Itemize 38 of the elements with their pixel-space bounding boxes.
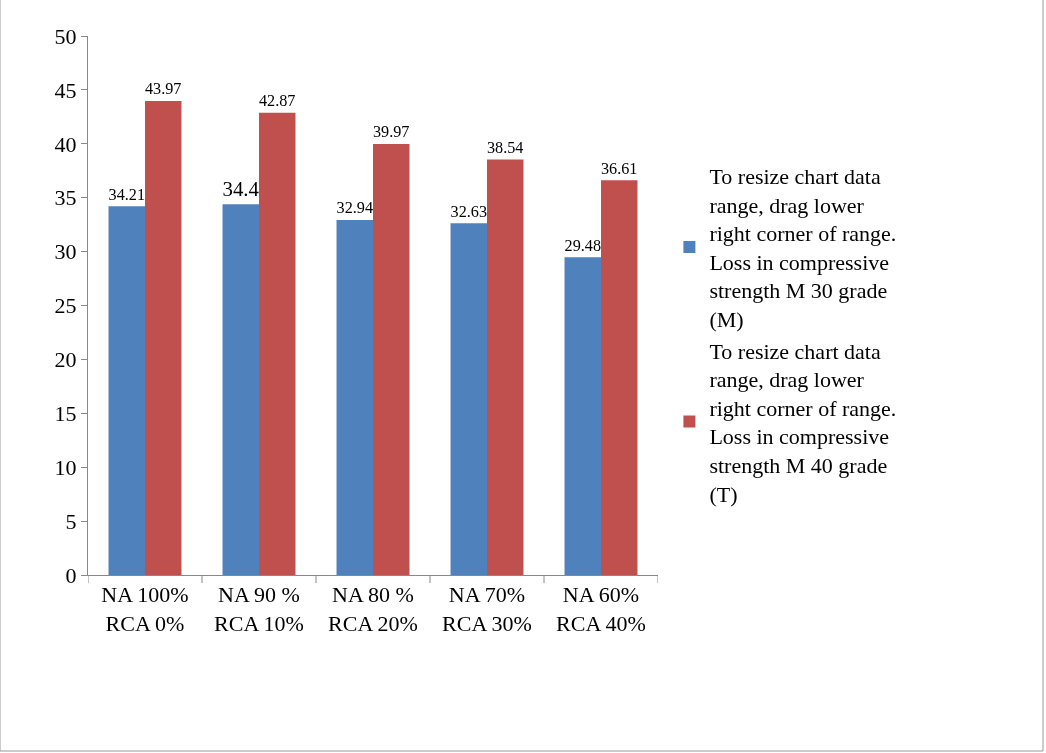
x-tick-label: NA 90 % RCA 10%	[214, 582, 304, 636]
bar	[601, 180, 638, 575]
y-tick-label: 20	[54, 347, 77, 373]
y-tick-label: 45	[54, 77, 77, 103]
y-tick-label: 0	[65, 562, 77, 588]
y-tick-label: 35	[54, 185, 77, 211]
legend-label: To resize chart data range, drag lower right corner of range. Loss in compressive strength M 30 grade (M)	[709, 163, 897, 332]
y-tick-label: 15	[54, 401, 77, 426]
y-tick-label: 10	[54, 454, 77, 480]
x-tick-label: NA 60% RCA 40%	[556, 582, 646, 636]
bar	[145, 101, 182, 575]
x-tick-label: NA 100% RCA 0%	[101, 582, 189, 636]
bar	[336, 219, 373, 575]
x-tick-label: NA 80 % RCA 20%	[328, 582, 418, 636]
y-tick-label: 50	[54, 23, 77, 49]
y-tick-label: 40	[54, 131, 77, 157]
data-label: 42.87	[259, 92, 296, 111]
bar	[259, 112, 296, 575]
data-label: 34.4	[222, 177, 260, 202]
legend-label: To resize chart data range, drag lower right corner of range. Loss in compressive strength M 40 grade (T)	[709, 338, 897, 507]
data-label: 38.54	[487, 138, 524, 157]
y-tick-label: 30	[54, 239, 77, 265]
y-tick-label: 25	[54, 293, 77, 319]
bar	[373, 144, 410, 575]
data-label: 34.21	[108, 185, 145, 204]
bar	[450, 223, 487, 575]
bar	[108, 206, 145, 575]
data-label: 29.48	[564, 236, 601, 255]
data-label: 43.97	[145, 80, 182, 99]
bar	[222, 204, 259, 575]
data-label: 32.63	[450, 202, 487, 221]
x-tick-label: NA 70% RCA 30%	[442, 582, 532, 636]
data-label: 39.97	[373, 123, 410, 142]
data-label: 32.94	[336, 199, 373, 218]
data-label: 36.61	[601, 159, 638, 178]
bar	[487, 159, 524, 575]
bar	[564, 257, 601, 575]
y-tick-label: 5	[65, 508, 77, 534]
